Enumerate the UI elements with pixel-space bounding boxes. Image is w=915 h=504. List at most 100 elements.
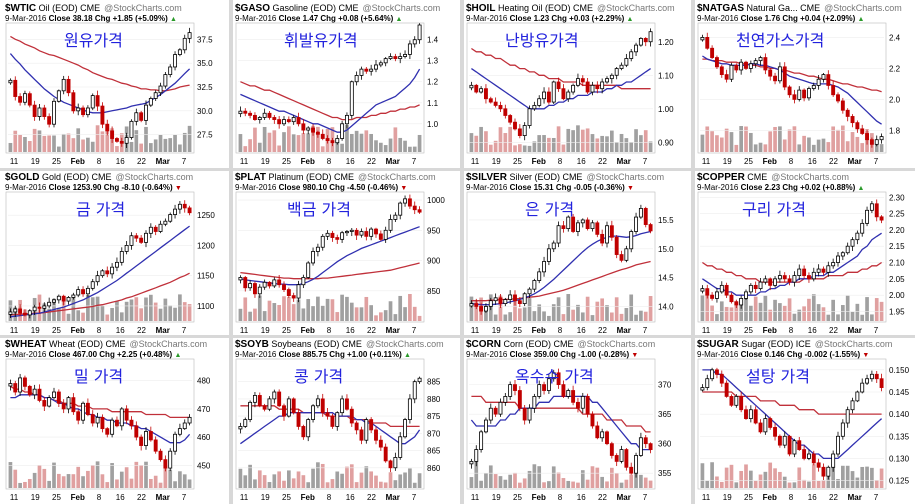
x-tick-label: 8 [327,157,332,166]
change-value: Chg +0.03 (+2.29%) [551,14,627,23]
volume-bar [124,467,129,488]
candle-body [306,127,311,131]
volume-bar [773,299,777,321]
volume-bar [724,128,729,152]
candle-body [585,219,590,230]
volume-bar [153,475,158,488]
volume-bar [398,137,403,152]
candle-body [114,419,119,427]
volume-bar [267,300,272,321]
volume-bar [782,305,787,321]
candle-body [335,237,340,240]
instrument-name: Oil (EOD) CME [36,3,101,13]
volume-bar [561,314,566,321]
candle-body [378,233,383,240]
volume-bar [134,297,139,321]
korean-title: 은 가격 [525,200,575,219]
quote-line: 9-Mar-2016 Close 0.146 Chg -0.002 (-1.55… [697,350,869,359]
x-tick-label: 19 [261,493,270,502]
volume-bar [498,295,503,321]
plot-frame [466,22,656,154]
volume-bar [624,138,629,152]
volume-bar [13,469,18,488]
candle-body [763,57,768,71]
chart-panel-copper: 2.30 2.25 2.20 2.15 2.10 2.05 2.00 1.95 11 19 25 Fe… [694,172,915,336]
volume-bar [149,294,153,321]
volume-bar [841,305,845,321]
candle-body [869,139,874,145]
close-value: Close 467.00 [48,350,100,359]
volume-bar [90,297,95,321]
volume-bar [595,138,600,152]
volume-bar [277,145,281,152]
volume-bar [335,312,340,321]
y-tick-label: 1.00 [658,105,674,114]
volume-bar [81,139,85,152]
volume-bar [144,297,148,321]
volume-bar [700,134,705,152]
volume-bar [816,480,821,488]
candle-body [782,66,787,88]
volume-bar [610,467,614,488]
candle-body [714,291,719,299]
moving-average-long [240,81,420,121]
volume-bar [32,472,37,488]
candle-body [56,391,61,404]
korean-title: 구리 가격 [742,200,806,219]
volume-bar [744,126,748,152]
volume-bar [571,309,575,321]
candle-body [710,47,715,58]
candle-body [388,219,393,231]
x-tick-label: 19 [723,326,732,335]
y-tick-label: 37.5 [197,35,213,44]
volume-bar [879,144,884,152]
candle-body [522,293,527,304]
candle-body [648,224,653,232]
volume-bar [860,143,865,152]
y-tick-label: 14.0 [658,302,674,311]
candle-body [354,422,359,431]
instrument-name: Heating Oil (EOD) CME [495,3,593,13]
volume-bar [398,295,403,321]
volume-bar [115,301,119,321]
volume-bar [359,307,364,321]
candle-body [354,75,359,83]
volume-bar [119,312,124,321]
ticker-symbol: $GOLD [5,172,40,183]
volume-bar [412,146,417,152]
x-tick-label: 22 [137,493,146,502]
volume-bar [8,142,13,152]
price-chart: 885 880 875 870 865 860 11 19 25 Feb 8 16 22 Mar 7 [235,358,441,502]
volume-bar [547,315,551,321]
source-watermark: @StockCharts.com [577,339,656,349]
ticker-symbol: $SOYB [235,339,269,350]
candle-body [629,51,634,59]
candle-body [248,401,253,420]
candle-body [816,78,821,86]
candle-body [850,400,855,411]
candle-body [139,436,144,446]
instrument-name: Soybeans (EOD) CME [268,339,362,349]
candle-body [13,79,18,97]
candle-body [32,388,37,396]
candle-body [32,306,37,312]
instrument-name: Wheat (EOD) CME [46,339,126,349]
volume-bar [576,304,580,321]
candle-body [503,299,508,304]
candle-body [95,275,100,283]
y-tick-label: 2.4 [889,33,901,42]
candle-body [311,251,316,264]
candle-body [638,437,643,456]
volume-bar [168,138,173,152]
volume-bar [257,295,262,321]
volume-bar [61,133,66,152]
candle-body [153,439,158,452]
candle-body [403,54,408,57]
y-tick-label: 360 [658,440,672,449]
x-tick-label: 8 [97,493,102,502]
candle-body [383,446,388,462]
volume-bar [802,306,806,321]
y-tick-label: 27.5 [197,131,213,140]
y-tick-label: 14.5 [658,274,674,283]
moving-average-long [471,47,651,90]
